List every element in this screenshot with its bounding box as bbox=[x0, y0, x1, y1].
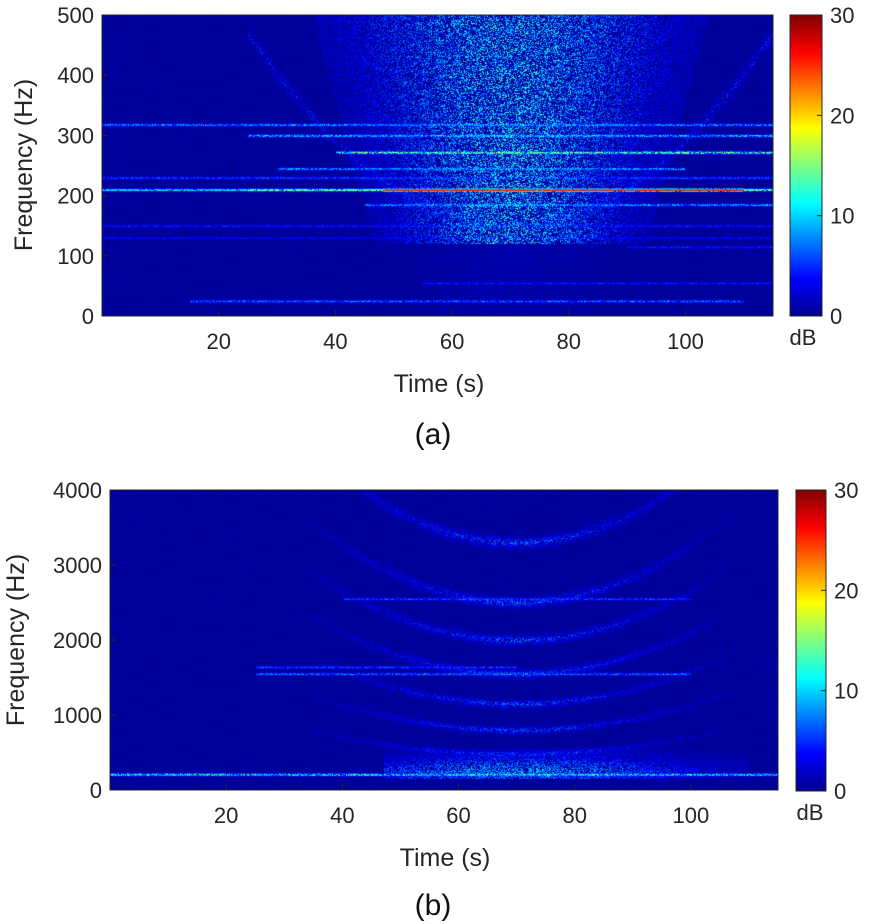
xtick-label-a: 100 bbox=[667, 329, 704, 354]
colorbar-label-a: dB bbox=[790, 325, 817, 350]
xtick-label-a: 80 bbox=[557, 329, 581, 354]
ytick-label-a: 400 bbox=[57, 63, 94, 88]
colorbar-tick-label-b: 20 bbox=[834, 578, 858, 603]
colorbar-ticks-a: 0 10 20 30 bbox=[817, 3, 854, 329]
colorbar-tick-label-a: 20 bbox=[830, 103, 854, 128]
colorbar-tick-label-b: 30 bbox=[834, 478, 858, 503]
colorbar-tick-label-b: 0 bbox=[834, 779, 846, 804]
ytick-label-a: 200 bbox=[57, 184, 94, 209]
ytick-label-a: 300 bbox=[57, 123, 94, 148]
plot-frame-a bbox=[101, 14, 774, 317]
xtick-label-b: 100 bbox=[673, 803, 710, 828]
panel-caption-b: (b) bbox=[415, 889, 452, 922]
xlabel-b: Time (s) bbox=[400, 844, 491, 872]
xtick-label-b: 60 bbox=[446, 803, 470, 828]
colorbar-tick-label-a: 10 bbox=[830, 204, 854, 229]
colorbar-b bbox=[795, 489, 827, 792]
axis-ticks-a: 20 40 60 80 100 0 100 200 300 400 500 bbox=[57, 3, 704, 354]
panel-caption-a: (a) bbox=[415, 418, 452, 451]
colorbar-tick-label-b: 10 bbox=[834, 679, 858, 704]
spectrogram-b bbox=[110, 490, 778, 790]
ytick-label-a: 500 bbox=[57, 3, 94, 28]
ytick-label-b: 1000 bbox=[53, 703, 102, 728]
colorbar-tick-label-a: 0 bbox=[830, 304, 842, 329]
xtick-label-a: 40 bbox=[323, 329, 347, 354]
ytick-label-b: 2000 bbox=[53, 628, 102, 653]
xtick-label-b: 80 bbox=[562, 803, 586, 828]
xtick-label-b: 20 bbox=[214, 803, 238, 828]
spectrogram-a bbox=[102, 15, 773, 316]
colorbar-ticks-b: 0 10 20 30 bbox=[821, 478, 858, 804]
xtick-label-a: 20 bbox=[206, 329, 230, 354]
ytick-label-b: 0 bbox=[90, 778, 102, 803]
colorbar-a bbox=[789, 14, 823, 317]
colorbar-tick-label-a: 30 bbox=[830, 3, 854, 28]
xtick-label-b: 40 bbox=[330, 803, 354, 828]
ytick-label-a: 100 bbox=[57, 244, 94, 269]
xtick-label-a: 60 bbox=[440, 329, 464, 354]
ylabel-b: Frequency (Hz) bbox=[2, 554, 30, 726]
xlabel-a: Time (s) bbox=[394, 370, 485, 398]
ytick-label-b: 3000 bbox=[53, 553, 102, 578]
colorbar-label-b: dB bbox=[797, 800, 824, 825]
ytick-label-b: 4000 bbox=[53, 478, 102, 503]
ylabel-a: Frequency (Hz) bbox=[10, 79, 38, 251]
ytick-label-a: 0 bbox=[82, 304, 94, 329]
